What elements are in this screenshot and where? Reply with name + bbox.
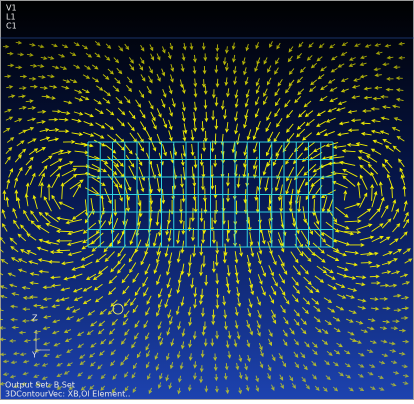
status-line: 3DContourVec: XB,Ol Element.. [5,390,130,399]
status-line: Output Set: B Set [5,381,75,390]
corner-label: L1 [6,13,16,22]
triad-label: Y [31,351,37,360]
viewport: V1 L1 C1 Z Y Output Set: B Set 3DContour… [0,0,414,400]
triad-label: Z [32,314,38,323]
corner-label: V1 [6,4,17,13]
mesh [88,142,333,247]
page: V1 L1 C1 Z Y Output Set: B Set 3DContour… [0,0,414,400]
corner-label: C1 [6,22,17,31]
